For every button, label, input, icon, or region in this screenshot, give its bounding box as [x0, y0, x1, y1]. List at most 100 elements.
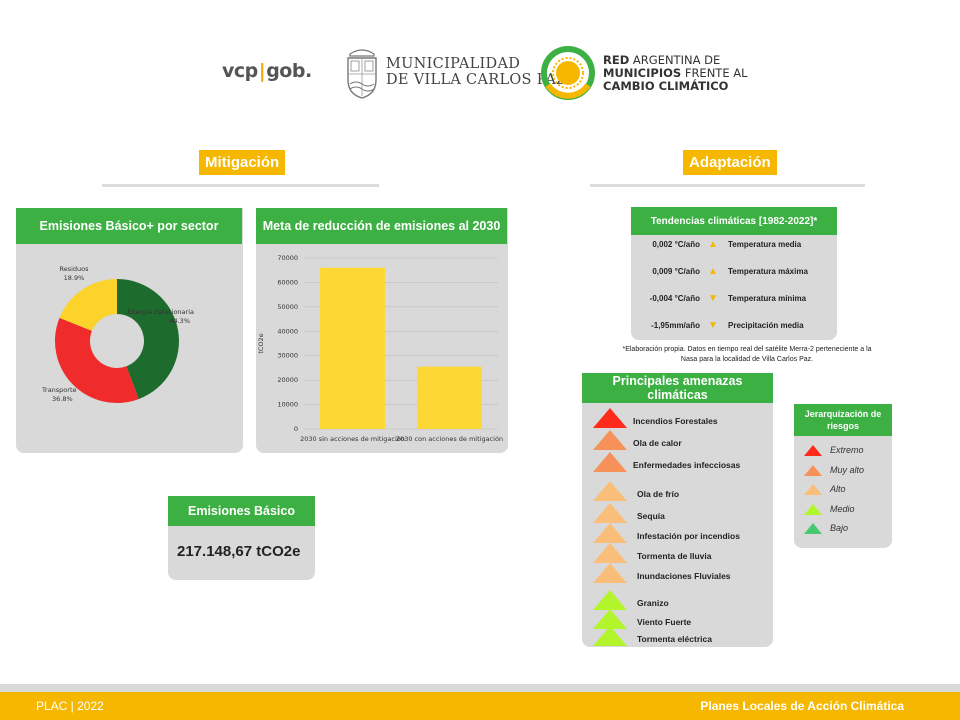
threat-label: Tormenta de lluvia: [637, 551, 712, 561]
threat-label: Viento Fuerte: [637, 617, 692, 627]
municipal-crest-icon: [347, 49, 377, 99]
red-line1: ARGENTINA DE: [629, 53, 721, 67]
footer-divider: [0, 684, 960, 692]
risk-legend-title: Jerarquización de riesgos: [794, 404, 892, 436]
municipality-line1: MUNICIPALIDAD: [386, 56, 521, 72]
risk-level-label: Muy alto: [830, 464, 865, 475]
climate-trends-title: Tendencias climáticas [1982-2022]*: [631, 207, 837, 235]
threat-alto-icon: [593, 563, 627, 583]
trend-value: 0,002 °C/año: [652, 240, 700, 249]
gob-logo-text: gob.: [266, 60, 312, 82]
donut-value-1: 36.8%: [52, 395, 73, 403]
sector-emissions-title: Emisiones Básico+ por sector: [16, 208, 242, 244]
vcp-logo-bar: |: [258, 60, 266, 82]
threat-label: Ola de calor: [633, 438, 682, 448]
bar-ytick-3: 30000: [277, 352, 298, 360]
trends-source-note: *Elaboración propia. Datos en tiempo rea…: [592, 345, 902, 365]
risk-legend-title-line2: riesgos: [826, 421, 859, 431]
adaptation-title: Adaptación: [683, 150, 777, 175]
bar-ytick-7: 70000: [277, 254, 298, 262]
mitigation-divider: [102, 184, 379, 187]
threat-muy-alto-icon: [593, 452, 627, 472]
bar-xlabel-1: 2030 con acciones de mitigación: [396, 435, 503, 443]
threat-alto-icon: [593, 481, 627, 501]
donut-value-2: 18.9%: [64, 274, 85, 282]
donut-label-0: Energía Estacionaria: [127, 308, 194, 316]
risk-level-label: Bajo: [830, 523, 849, 533]
arrow-down-icon: ▼: [708, 320, 718, 331]
donut-label-2: Residuos: [59, 265, 89, 273]
risk-medio-icon: [804, 503, 822, 515]
bar-ytick-1: 10000: [277, 401, 298, 409]
trends-note-line2: Nasa para la localidad de Villa Carlos P…: [680, 356, 814, 363]
trend-value: -0,004 °C/año: [649, 294, 700, 303]
bar-0: [320, 267, 385, 429]
footer-bar: PLAC | 2022 Planes Locales de Acción Cli…: [0, 692, 960, 720]
trend-name: Temperatura media: [728, 240, 802, 249]
donut-slice-0: [117, 279, 179, 400]
bar-ytick-6: 60000: [277, 278, 298, 286]
reduction-title: Meta de reducción de emisiones al 2030: [256, 208, 507, 244]
risk-bajo-icon: [804, 523, 822, 534]
bar-1: [417, 366, 482, 429]
red-line1-bold: RED: [603, 53, 630, 67]
municipality-line2: DE VILLA CARLOS PAZ: [386, 72, 567, 88]
arrow-up-icon: ▲: [708, 239, 718, 250]
trend-row: -1,95mm/año ▼ Precipitación media: [636, 320, 804, 331]
footer-left-text: PLAC | 2022: [36, 699, 104, 713]
trend-value: 0,009 °C/año: [652, 267, 700, 276]
bar-ytick-0: 0: [294, 425, 298, 433]
threat-alto-icon: [593, 503, 627, 523]
risk-level-label: Alto: [830, 484, 846, 494]
donut-slice-2: [59, 279, 117, 331]
red-argentina-logo-icon: [541, 46, 595, 100]
threat-label: Inundaciones Fluviales: [637, 571, 731, 581]
trend-row: -0,004 °C/año ▼ Temperatura mínima: [636, 293, 806, 304]
threat-extremo-icon: [593, 408, 627, 428]
trend-name: Temperatura máxima: [728, 267, 808, 276]
threat-muy-alto-icon: [593, 430, 627, 450]
threats-title: Principales amenazas climáticas: [582, 373, 773, 403]
threat-label: Incendios Forestales: [633, 416, 718, 426]
risk-muy-alto-icon: [804, 464, 822, 476]
donut-label-1: Transporte: [41, 386, 77, 394]
threat-medio-icon: [593, 609, 627, 629]
threat-label: Enfermedades infecciosas: [633, 460, 741, 470]
adaptation-divider: [590, 184, 865, 187]
threat-label: Granizo: [637, 598, 669, 608]
threat-medio-icon: [593, 590, 627, 610]
risk-alto-icon: [804, 484, 822, 495]
red-line2: FRENTE AL: [681, 66, 748, 80]
basic-emissions-title: Emisiones Básico: [168, 496, 315, 526]
arrow-up-icon: ▲: [708, 266, 718, 277]
footer-right-text: Planes Locales de Acción Climática: [700, 699, 904, 713]
mitigation-title: Mitigación: [199, 150, 286, 175]
trend-name: Temperatura mínima: [728, 294, 807, 303]
trend-name: Precipitación media: [728, 321, 804, 330]
trends-note-line1: *Elaboración propia. Datos en tiempo rea…: [622, 346, 872, 353]
municipality-name: MUNICIPALIDAD DE VILLA CARLOS PAZ: [386, 56, 567, 88]
bar-ylabel: tCO2e: [257, 333, 265, 353]
trend-row: 0,002 °C/año ▲ Temperatura media: [636, 239, 801, 250]
bar-ytick-2: 20000: [277, 376, 298, 384]
threat-label: Infestación por incendios: [637, 531, 740, 541]
trend-row: 0,009 °C/año ▲ Temperatura máxima: [636, 266, 808, 277]
trend-value: -1,95mm/año: [651, 321, 700, 330]
donut-slice-1: [55, 317, 139, 403]
basic-emissions-value: 217.148,67 tCO2e: [177, 543, 301, 560]
threat-label: Sequía: [637, 511, 665, 521]
threat-label: Ola de frío: [637, 489, 680, 499]
red-argentina-text: RED ARGENTINA DE MUNICIPIOS FRENTE AL CA…: [603, 54, 748, 93]
vcp-logo-text: vcp: [222, 60, 258, 82]
reduction-bar-chart: 0 10000 20000 30000 40000 50000 60000 70000 tCO2…: [257, 254, 503, 443]
threat-medio-icon: [593, 626, 627, 646]
donut-value-0: 44.3%: [169, 317, 190, 325]
arrow-down-icon: ▼: [708, 293, 718, 304]
risk-level-label: Extremo: [830, 445, 864, 455]
threat-label: Tormenta eléctrica: [637, 634, 712, 644]
sector-emissions-panel: [16, 208, 243, 453]
threat-alto-icon: [593, 543, 627, 563]
risk-legend-title-line1: Jerarquización de: [804, 409, 882, 419]
red-line3: CAMBIO CLIMÁTICO: [603, 79, 729, 93]
